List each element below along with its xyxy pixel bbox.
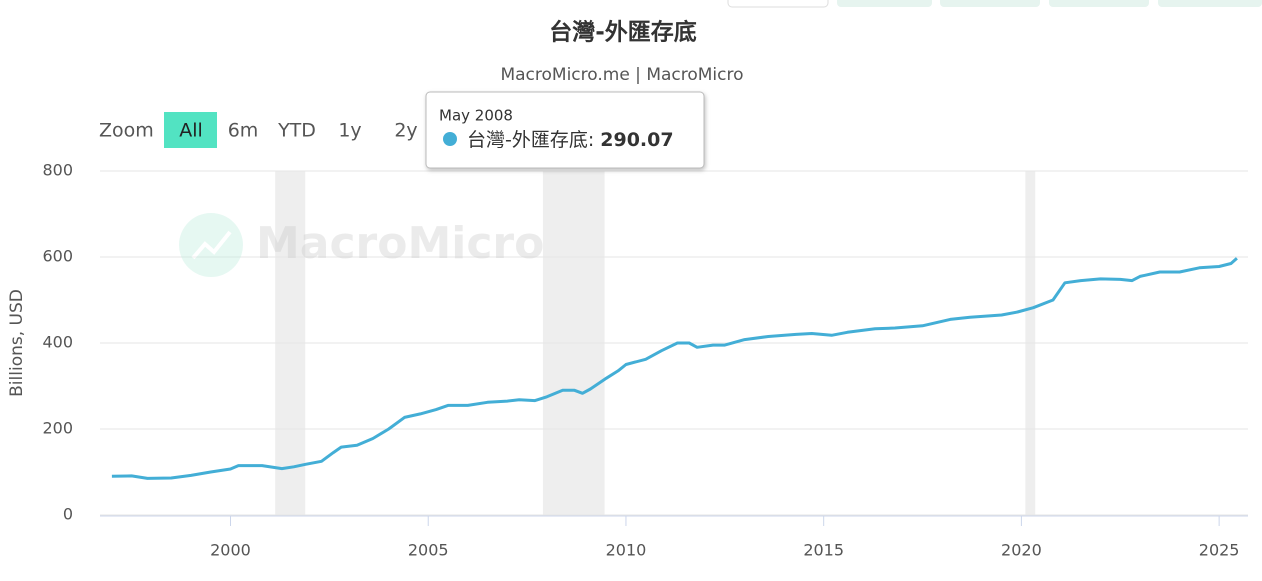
top-button[interactable]: [1049, 0, 1149, 7]
series-line: [111, 257, 1238, 480]
tooltip-date: May 2008: [439, 107, 513, 125]
top-button[interactable]: [727, 0, 829, 8]
zoom-button[interactable]: YTD: [277, 120, 316, 142]
x-tick-label: 2025: [1199, 541, 1240, 560]
tooltip: May 2008 台灣-外匯存底: 290.07: [425, 91, 705, 169]
top-button[interactable]: [837, 0, 932, 7]
watermark-text: MacroMicro: [256, 218, 544, 269]
plot-area: 0 200 400 600 800 2000 2005 2010 2015 2020 2025: [42, 161, 1248, 560]
x-tick-label: 2020: [1001, 541, 1042, 560]
watermark-logo-line: [191, 230, 232, 260]
zoom-button-bg[interactable]: [164, 112, 217, 148]
zoom-button[interactable]: 2y: [394, 120, 417, 142]
watermark: MacroMicro: [179, 213, 544, 277]
x-tick-label: 2005: [408, 541, 449, 560]
chart-subtitle: MacroMicro.me | MacroMicro: [500, 65, 743, 85]
tooltip-label: 台灣-外匯存底: 290.07: [467, 129, 674, 151]
watermark-logo: [179, 213, 243, 277]
y-axis-label: Billions, USD: [7, 289, 27, 397]
x-tick-label: 2010: [606, 541, 647, 560]
zoom-buttons: All 6m YTD 1y 2y: [164, 112, 418, 148]
y-tick-label: 800: [42, 161, 73, 180]
tooltip-box: [425, 91, 705, 169]
zoom-button[interactable]: All: [179, 120, 203, 142]
tooltip-series: 台灣-外匯存底:: [467, 129, 594, 151]
x-tick-label: 2000: [210, 541, 251, 560]
y-tick-label: 0: [63, 505, 73, 524]
y-tick-label: 400: [42, 333, 73, 352]
zoom-label: Zoom: [99, 120, 154, 142]
chart-title: 台灣-外匯存底: [549, 19, 697, 46]
top-button[interactable]: [1158, 0, 1262, 7]
tooltip-value: 290.07: [600, 129, 673, 151]
y-tick-label: 200: [42, 419, 73, 438]
zoom-button[interactable]: 1y: [338, 120, 361, 142]
top-button[interactable]: [940, 0, 1040, 7]
y-tick-label: 600: [42, 247, 73, 266]
x-tick-label: 2015: [803, 541, 844, 560]
tooltip-marker: [443, 132, 457, 146]
zoom-button[interactable]: 6m: [228, 120, 259, 142]
